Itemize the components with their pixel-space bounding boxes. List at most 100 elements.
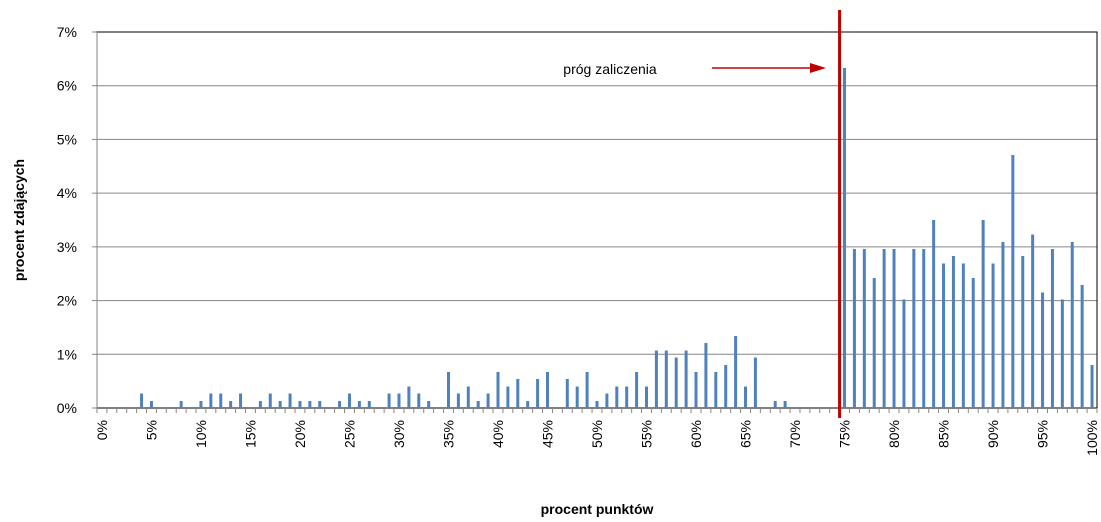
bar: [942, 263, 946, 408]
bar: [575, 386, 579, 408]
bar: [585, 372, 589, 408]
bar: [1060, 299, 1064, 408]
bar: [506, 386, 510, 408]
bar: [1070, 242, 1074, 408]
bar: [912, 249, 916, 408]
bar: [753, 357, 757, 408]
bar: [219, 393, 223, 408]
bar: [744, 386, 748, 408]
bar: [278, 401, 282, 408]
bar: [981, 220, 985, 408]
bar: [456, 393, 460, 408]
bar: [199, 401, 203, 408]
bar: [704, 343, 708, 408]
bar: [664, 350, 668, 408]
y-tick-label: 3%: [57, 239, 77, 255]
bar: [417, 393, 421, 408]
x-tick-label: 90%: [985, 420, 1001, 448]
x-tick-label: 80%: [886, 420, 902, 448]
x-tick-label: 40%: [490, 420, 506, 448]
bar: [407, 386, 411, 408]
bar: [635, 372, 639, 408]
bar: [882, 249, 886, 408]
bar: [1031, 234, 1035, 408]
bar: [843, 67, 847, 408]
bar: [971, 278, 975, 408]
bar: [387, 393, 391, 408]
bar: [922, 249, 926, 408]
bar: [1050, 249, 1054, 408]
bar: [149, 401, 153, 408]
bar: [209, 393, 213, 408]
x-tick-label: 25%: [341, 420, 357, 448]
x-tick-label: 100%: [1084, 420, 1100, 456]
x-tick-label: 60%: [688, 420, 704, 448]
bar: [1041, 292, 1045, 408]
bar: [1090, 365, 1094, 408]
bar: [734, 336, 738, 408]
bar: [516, 378, 520, 408]
bar: [536, 378, 540, 408]
bar: [674, 357, 678, 408]
bar: [773, 401, 777, 408]
y-tick-label: 2%: [57, 293, 77, 309]
bar: [862, 249, 866, 408]
bar: [526, 401, 530, 408]
bar: [298, 401, 302, 408]
x-tick-label: 35%: [440, 420, 456, 448]
bar: [565, 378, 569, 408]
bar: [961, 263, 965, 408]
bar: [268, 393, 272, 408]
bar: [545, 372, 549, 408]
bar: [932, 220, 936, 408]
y-tick-label: 5%: [57, 131, 77, 147]
bar: [625, 386, 629, 408]
bar: [783, 401, 787, 408]
y-tick-label: 0%: [57, 400, 77, 416]
bar: [229, 401, 233, 408]
bar: [367, 401, 371, 408]
bar: [951, 255, 955, 408]
x-tick-label: 65%: [738, 420, 754, 448]
threshold-label: próg zaliczenia: [563, 61, 657, 77]
x-tick-label: 55%: [639, 420, 655, 448]
bar: [991, 263, 995, 408]
x-tick-label: 75%: [837, 420, 853, 448]
bar: [258, 401, 262, 408]
bar: [1011, 155, 1015, 408]
x-tick-label: 10%: [193, 420, 209, 448]
bar: [1001, 242, 1005, 408]
bar: [605, 393, 609, 408]
plot-frame: [96, 31, 1098, 409]
bar: [496, 372, 500, 408]
bar: [902, 299, 906, 408]
bar: [338, 401, 342, 408]
y-tick-label: 4%: [57, 185, 77, 201]
bar: [357, 401, 361, 408]
bar: [872, 278, 876, 408]
bar: [288, 393, 292, 408]
bar: [239, 393, 243, 408]
bar: [427, 401, 431, 408]
bar: [466, 386, 470, 408]
bar: [476, 401, 480, 408]
x-tick-label: 45%: [539, 420, 555, 448]
y-tick-label: 7%: [57, 24, 77, 40]
bar: [595, 401, 599, 408]
bar: [318, 401, 322, 408]
bar: [684, 350, 688, 408]
x-tick-label: 0%: [94, 420, 110, 440]
bar: [397, 393, 401, 408]
bar: [347, 393, 351, 408]
threshold-arrowhead: [810, 63, 826, 73]
y-axis-label: procent zdających: [11, 159, 27, 281]
bar: [308, 401, 312, 408]
y-tick-label: 6%: [57, 78, 77, 94]
bar: [486, 393, 490, 408]
bar: [654, 350, 658, 408]
bar: [140, 393, 144, 408]
x-tick-label: 5%: [143, 420, 159, 440]
bar: [852, 249, 856, 408]
x-tick-label: 15%: [242, 420, 258, 448]
bar: [1080, 284, 1084, 408]
